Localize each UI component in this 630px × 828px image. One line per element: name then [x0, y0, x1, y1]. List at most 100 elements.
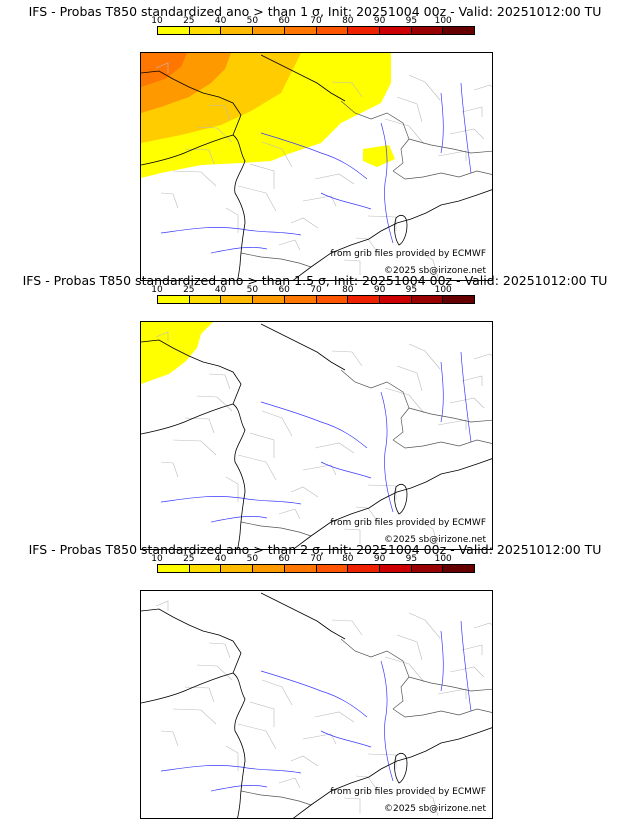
coastline — [141, 339, 242, 405]
admin-boundary — [302, 464, 337, 476]
colorbar-segment — [253, 296, 285, 303]
colorbar-tick-label: 100 — [434, 16, 452, 26]
colorbar-segment — [253, 27, 285, 34]
map-graphic — [141, 322, 492, 549]
country-border — [240, 252, 312, 268]
copyright: ©2025 sb@irizone.net — [384, 266, 486, 276]
colorbar-tick-label: 50 — [246, 16, 259, 26]
admin-boundary — [437, 688, 467, 699]
colorbar-tick-label: 60 — [278, 285, 290, 295]
country-border — [340, 638, 410, 710]
admin-boundary — [449, 666, 485, 678]
coastline — [141, 608, 242, 674]
colorbar-tick-label: 70 — [310, 554, 322, 564]
colorbar-segment — [158, 565, 190, 572]
colorbar-segment — [443, 296, 475, 303]
admin-boundary — [278, 777, 301, 789]
country-border — [408, 676, 492, 692]
river-line — [320, 192, 372, 210]
country-border — [408, 407, 492, 423]
source-credit: from grib files provided by ECMWF — [330, 518, 486, 528]
colorbar-segment — [189, 27, 222, 34]
colorbar-segment — [443, 27, 475, 34]
probability-colorbar — [157, 295, 475, 304]
corsica-coastline — [394, 214, 408, 246]
colorbar-segment — [284, 296, 317, 303]
river-line — [210, 247, 268, 254]
probability-shading — [363, 145, 395, 167]
admin-boundary — [237, 454, 277, 481]
river-line — [320, 461, 372, 479]
admin-boundary — [331, 81, 363, 98]
colorbar-segment — [221, 565, 254, 572]
colorbar-segment — [316, 27, 349, 34]
admin-boundary — [314, 711, 355, 723]
probability-shading — [141, 53, 187, 87]
admin-boundary — [314, 173, 355, 185]
admin-boundary — [396, 365, 423, 392]
panel-title: IFS - Probas T850 standardized ano > tha… — [28, 542, 602, 557]
colorbar-tick-label: 40 — [214, 285, 227, 295]
coastline — [293, 189, 492, 280]
admin-boundary — [261, 410, 293, 437]
admin-boundary — [302, 733, 337, 745]
admin-boundary — [367, 215, 397, 231]
admin-boundary — [408, 74, 441, 101]
colorbar-tick-label: 60 — [278, 16, 290, 26]
coastline — [260, 54, 346, 102]
colorbar-segment — [379, 565, 412, 572]
river-line — [260, 401, 368, 449]
colorbar-segment — [253, 565, 285, 572]
river-line — [460, 620, 472, 712]
admin-boundary — [208, 373, 231, 390]
source-credit: from grib files provided by ECMWF — [330, 249, 486, 259]
country-border — [392, 708, 492, 718]
admin-boundary — [225, 207, 239, 233]
colorbar-tick-label: 70 — [310, 285, 322, 295]
colorbar-tick-label: 95 — [405, 554, 418, 564]
admin-boundary — [343, 797, 361, 813]
colorbar-tick-label: 10 — [151, 554, 163, 564]
colorbar-segment — [348, 565, 380, 572]
admin-boundary — [461, 644, 483, 655]
river-line — [380, 660, 394, 782]
colorbar-tick-label: 25 — [183, 16, 195, 26]
colorbar-tick-label: 70 — [310, 16, 322, 26]
admin-boundary — [437, 150, 467, 161]
colorbar-segment — [411, 565, 444, 572]
corsica-coastline — [394, 483, 408, 515]
colorbar-tick-label: 50 — [246, 554, 259, 564]
coastline — [141, 134, 246, 280]
map-panel-1sigma: IFS - Probas T850 standardized ano > tha… — [0, 4, 630, 281]
country-border — [408, 138, 492, 154]
colorbar-tick-label: 90 — [373, 554, 386, 564]
copyright: ©2025 sb@irizone.net — [384, 535, 486, 545]
admin-boundary — [160, 192, 179, 209]
admin-boundary — [384, 118, 425, 145]
admin-boundary — [237, 185, 277, 212]
admin-boundary — [172, 170, 217, 187]
admin-boundary — [196, 395, 233, 412]
probability-colorbar — [157, 564, 475, 573]
admin-boundary — [278, 239, 301, 251]
admin-boundary — [396, 96, 423, 123]
coastline — [293, 458, 492, 549]
colorbar-segment — [316, 296, 349, 303]
admin-boundary — [155, 331, 169, 342]
admin-boundary — [384, 656, 425, 683]
admin-boundary — [225, 745, 239, 771]
panel-title: IFS - Probas T850 standardized ano > tha… — [28, 4, 602, 19]
colorbar-segment — [158, 27, 190, 34]
river-line — [210, 785, 268, 792]
copyright: ©2025 sb@irizone.net — [384, 804, 486, 814]
admin-boundary — [408, 343, 441, 370]
admin-boundary — [249, 701, 275, 727]
river-line — [210, 516, 268, 523]
map-area: from grib files provided by ECMWF ©2025 … — [140, 590, 493, 819]
colorbar-segment — [221, 296, 254, 303]
admin-boundary — [249, 163, 275, 189]
colorbar-tick-label: 80 — [342, 285, 354, 295]
admin-boundary — [155, 62, 169, 73]
colorbar-segment — [221, 27, 254, 34]
admin-boundary — [261, 141, 293, 168]
